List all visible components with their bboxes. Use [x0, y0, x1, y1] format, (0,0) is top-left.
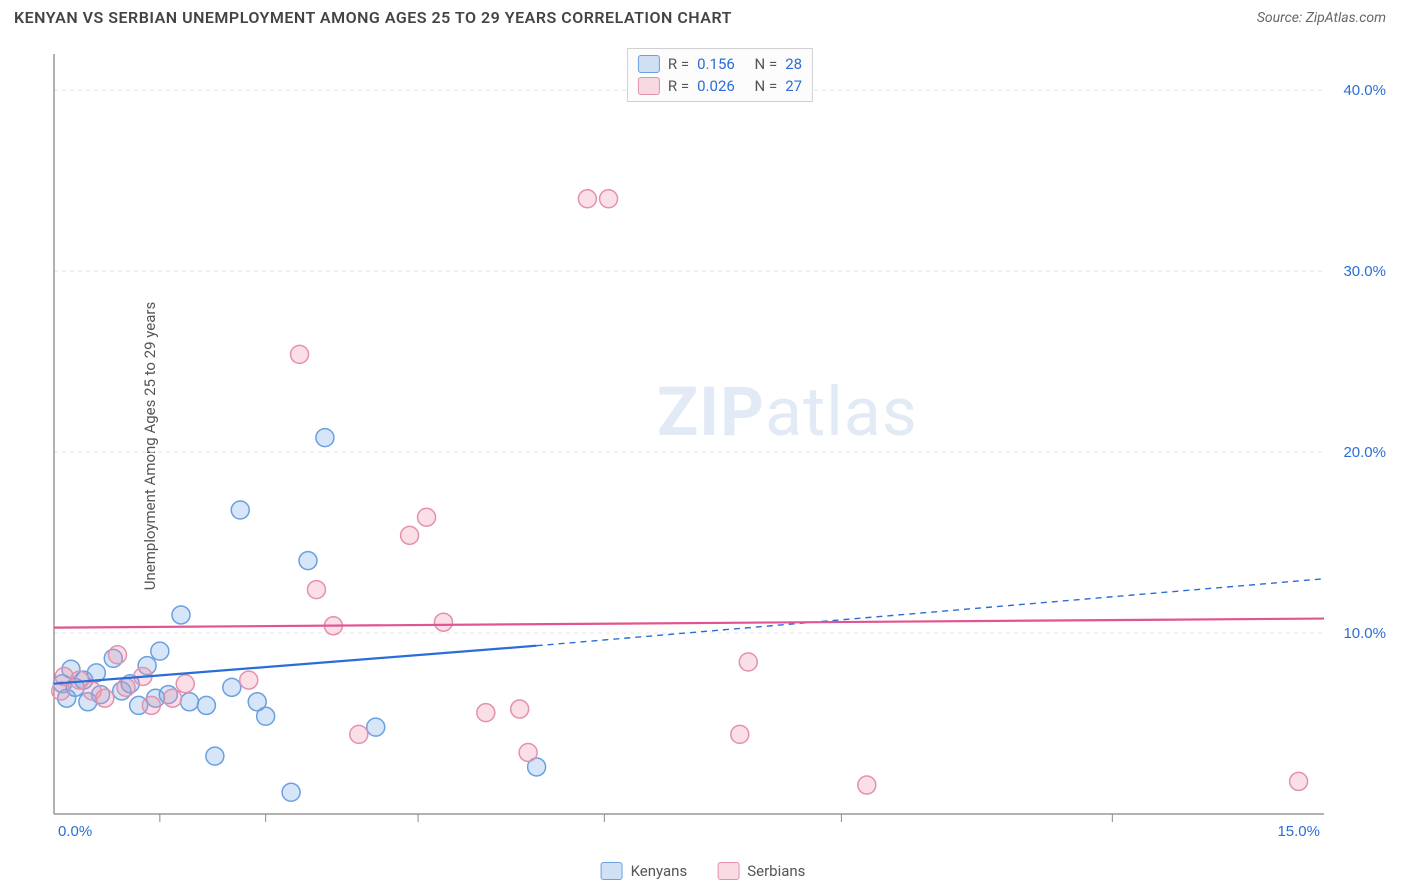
scatter-point	[731, 725, 749, 743]
scatter-point	[172, 606, 190, 624]
legend-label: Kenyans	[631, 862, 688, 880]
source-label: Source: ZipAtlas.com	[1257, 10, 1386, 26]
scatter-point	[240, 671, 258, 689]
scatter-point	[257, 707, 275, 725]
swatch-blue-icon	[638, 55, 660, 73]
swatch-blue-icon	[601, 862, 623, 880]
chart-title: KENYAN VS SERBIAN UNEMPLOYMENT AMONG AGE…	[14, 8, 732, 27]
svg-text:20.0%: 20.0%	[1343, 444, 1386, 461]
scatter-point	[231, 501, 249, 519]
scatter-point	[307, 581, 325, 599]
legend-item-kenyans: Kenyans	[601, 862, 688, 880]
scatter-point	[477, 704, 495, 722]
scatter-point	[223, 678, 241, 696]
n-label: N =	[755, 77, 778, 95]
legend: Kenyans Serbians	[601, 862, 806, 880]
scatter-point	[142, 696, 160, 714]
scatter-point	[299, 552, 317, 570]
trendline	[54, 619, 1324, 628]
n-label: N =	[755, 55, 778, 73]
scatter-point	[206, 747, 224, 765]
scatter-point	[401, 526, 419, 544]
scatter-point	[434, 613, 452, 631]
header-row: KENYAN VS SERBIAN UNEMPLOYMENT AMONG AGE…	[0, 0, 1406, 35]
scatter-point	[511, 700, 529, 718]
scatter-point	[96, 689, 114, 707]
stats-row-kenyans: R = 0.156 N = 28	[638, 53, 802, 75]
scatter-point	[109, 646, 127, 664]
swatch-pink-icon	[717, 862, 739, 880]
svg-text:40.0%: 40.0%	[1343, 82, 1386, 99]
scatter-point	[197, 696, 215, 714]
svg-text:0.0%: 0.0%	[58, 823, 92, 840]
r-label: R =	[668, 55, 689, 73]
scatter-point	[519, 743, 537, 761]
r-label: R =	[668, 77, 689, 95]
scatter-point	[350, 725, 368, 743]
scatter-point	[367, 718, 385, 736]
scatter-chart: 10.0% 20.0% 30.0% 40.0% 0.0% 15.0%	[46, 46, 1394, 842]
plot-area: R = 0.156 N = 28 R = 0.026 N = 27 ZIPatl…	[46, 46, 1394, 842]
r-value: 0.156	[697, 55, 735, 73]
stats-row-serbians: R = 0.026 N = 27	[638, 75, 802, 97]
svg-text:15.0%: 15.0%	[1277, 823, 1320, 840]
scatter-point	[117, 678, 135, 696]
scatter-point	[600, 190, 618, 208]
scatter-point	[1290, 772, 1308, 790]
scatter-point	[418, 508, 436, 526]
swatch-pink-icon	[638, 77, 660, 95]
legend-item-serbians: Serbians	[717, 862, 805, 880]
correlation-stats-box: R = 0.156 N = 28 R = 0.026 N = 27	[627, 48, 813, 102]
n-value: 28	[785, 55, 802, 73]
scatter-point	[151, 642, 169, 660]
scatter-point	[578, 190, 596, 208]
scatter-point	[739, 653, 757, 671]
r-value: 0.026	[697, 77, 735, 95]
svg-text:10.0%: 10.0%	[1343, 625, 1386, 642]
scatter-point	[291, 345, 309, 363]
n-value: 27	[785, 77, 802, 95]
scatter-point	[316, 429, 334, 447]
scatter-point	[176, 675, 194, 693]
scatter-point	[180, 693, 198, 711]
scatter-point	[282, 783, 300, 801]
scatter-point	[164, 689, 182, 707]
trendline-extrapolated	[537, 579, 1324, 646]
legend-label: Serbians	[747, 862, 805, 880]
scatter-point	[858, 776, 876, 794]
svg-text:30.0%: 30.0%	[1343, 263, 1386, 280]
